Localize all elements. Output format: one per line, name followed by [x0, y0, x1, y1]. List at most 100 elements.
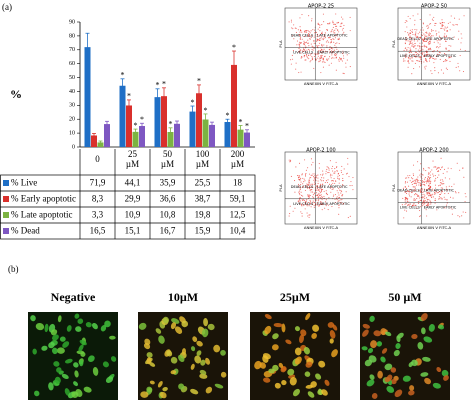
event-dot	[438, 31, 440, 33]
event-dot	[459, 169, 461, 171]
event-dot	[311, 183, 313, 185]
y-axis-label: %	[10, 87, 22, 101]
event-dot	[307, 215, 309, 217]
event-dot	[301, 186, 303, 188]
cell	[190, 346, 196, 352]
event-dot	[426, 35, 428, 37]
event-dot	[326, 181, 329, 184]
event-dot	[335, 180, 337, 182]
y-tick-label: 10	[69, 130, 75, 136]
event-dot	[321, 189, 323, 192]
event-dot	[432, 188, 434, 190]
event-dot	[415, 192, 417, 195]
event-dot	[330, 38, 332, 41]
event-dot	[326, 194, 329, 196]
event-dot	[437, 192, 439, 194]
event-dot	[327, 23, 329, 25]
event-dot	[321, 38, 323, 40]
event-dot	[425, 197, 428, 199]
y-tick-label: 70	[69, 47, 75, 53]
cell	[178, 354, 185, 363]
event-dot	[317, 22, 319, 24]
event-dot	[319, 194, 321, 197]
event-dot	[334, 29, 336, 31]
event-dot	[300, 71, 302, 73]
event-dot	[316, 189, 318, 191]
event-dot	[430, 35, 433, 37]
event-dot	[405, 210, 408, 212]
event-dot	[297, 183, 300, 186]
event-dot	[427, 179, 429, 181]
bar	[132, 131, 139, 147]
event-dot	[338, 204, 340, 206]
event-dot	[336, 54, 338, 56]
event-dot	[434, 202, 436, 204]
event-dot	[440, 169, 442, 171]
cell	[59, 336, 66, 342]
cell	[54, 376, 61, 384]
event-dot	[405, 192, 408, 195]
value-label: 10,8	[160, 210, 176, 220]
event-dot	[309, 32, 311, 34]
event-dot	[338, 174, 341, 177]
event-dot	[407, 40, 409, 42]
event-dot	[313, 53, 315, 55]
event-dot	[312, 194, 314, 196]
event-dot	[425, 65, 427, 67]
event-dot	[452, 24, 454, 26]
event-dot	[408, 33, 410, 35]
event-dot	[308, 173, 311, 175]
event-dot	[323, 177, 325, 179]
event-dot	[455, 192, 457, 194]
event-dot	[441, 24, 443, 27]
quadrant-label: DEAD CELLS	[291, 34, 314, 38]
event-dot	[321, 56, 323, 58]
event-dot	[310, 36, 312, 39]
event-dot	[433, 62, 435, 64]
event-dot	[336, 197, 338, 199]
event-dot	[422, 39, 425, 41]
event-dot	[413, 46, 415, 48]
event-dot	[308, 179, 310, 181]
event-dot	[304, 159, 306, 161]
event-dot	[328, 197, 330, 199]
cell	[157, 380, 163, 388]
event-dot	[311, 56, 313, 58]
event-dot	[438, 51, 440, 53]
event-dot	[340, 201, 342, 203]
event-dot	[332, 20, 334, 22]
cell	[181, 320, 189, 328]
event-dot	[423, 44, 425, 46]
event-dot	[339, 189, 341, 191]
event-dot	[336, 48, 338, 50]
event-dot	[419, 47, 421, 49]
event-dot	[460, 42, 462, 44]
event-dot	[420, 55, 422, 57]
event-dot	[439, 179, 441, 181]
event-dot	[417, 194, 419, 196]
event-dot	[446, 204, 448, 206]
event-dot	[290, 159, 292, 161]
event-dot	[430, 23, 432, 25]
event-dot	[307, 48, 310, 50]
cell	[369, 315, 375, 322]
event-dot	[412, 190, 414, 192]
cell	[380, 356, 386, 363]
event-dot	[436, 209, 438, 211]
event-dot	[424, 36, 426, 38]
event-dot	[308, 49, 311, 51]
event-dot	[404, 47, 406, 49]
event-dot	[310, 176, 312, 179]
cell	[397, 332, 404, 339]
event-dot	[465, 196, 467, 198]
plot-frame	[397, 7, 471, 81]
event-dot	[311, 18, 313, 20]
event-dot	[445, 27, 447, 29]
event-dot	[316, 57, 318, 59]
event-dot	[415, 51, 417, 54]
event-dot	[332, 170, 334, 172]
cell	[424, 377, 431, 385]
event-dot	[426, 203, 429, 205]
event-dot	[440, 197, 442, 199]
event-dot	[336, 25, 338, 27]
